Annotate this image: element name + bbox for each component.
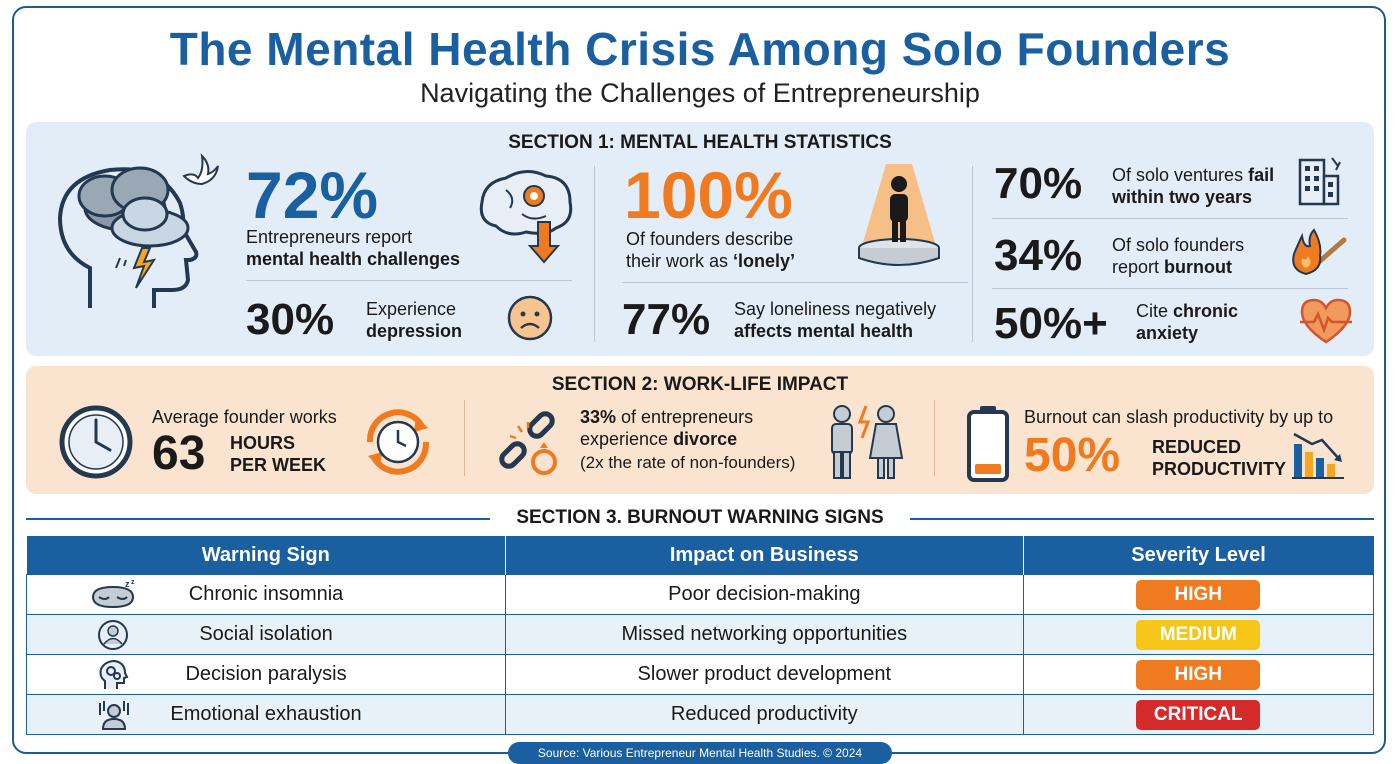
stat-77-line1: Say loneliness negatively xyxy=(734,299,937,319)
separated-couple-icon xyxy=(822,402,908,482)
table-header-row: Warning Sign Impact on Business Severity… xyxy=(26,536,1374,575)
warning-sign-text: Chronic insomnia xyxy=(188,583,344,605)
impact-cell: Slower product development xyxy=(505,654,1024,695)
severity-cell: MEDIUM xyxy=(1022,614,1374,655)
person-circle-icon xyxy=(97,619,129,651)
impact-cell: Missed networking opportunities xyxy=(505,614,1024,655)
stat-100-line2: their work as ‘lonely’ xyxy=(626,251,796,271)
isolated-person-spotlight-icon xyxy=(852,160,946,268)
divorce-line1: 33% of entrepreneurs xyxy=(580,407,754,427)
table-row: Social isolation Missed networking oppor… xyxy=(25,614,1374,655)
section-work-life-impact: SECTION 2: WORK-LIFE IMPACT Average foun… xyxy=(26,366,1374,494)
stat-72-line2: mental health challenges xyxy=(246,249,461,269)
page-title: The Mental Health Crisis Among Solo Foun… xyxy=(169,23,1231,75)
dove-icon xyxy=(180,150,222,190)
stat-77-value: 77% xyxy=(622,295,711,344)
section3-heading: SECTION 3. BURNOUT WARNING SIGNS xyxy=(516,507,884,528)
warning-sign-cell: Decision paralysis xyxy=(25,654,507,695)
page-subtitle: Navigating the Challenges of Entrepreneu… xyxy=(420,78,980,108)
heartbeat-icon xyxy=(1298,296,1354,346)
stat-77-line2: affects mental health xyxy=(734,321,914,341)
productivity-unit2: PRODUCTIVITY xyxy=(1152,459,1287,479)
section2-heading: SECTION 2: WORK-LIFE IMPACT xyxy=(551,374,849,395)
productivity-value: 50% xyxy=(1024,429,1121,482)
stat-100-value: 100% xyxy=(624,158,793,232)
stat-70-line2: within two years xyxy=(1112,187,1253,207)
head-gears-icon xyxy=(97,659,129,691)
head-storm-cloud-icon xyxy=(50,148,210,318)
crumbling-building-icon xyxy=(1296,154,1344,208)
clock-cycle-icon xyxy=(358,402,438,482)
table-row: Emotional exhaustion Reduced productivit… xyxy=(25,694,1374,735)
severity-cell: HIGH xyxy=(1022,654,1374,695)
severity-badge-high: HIGH xyxy=(1136,659,1261,690)
hours-intro: Average founder works xyxy=(152,407,337,427)
low-battery-icon xyxy=(966,404,1010,482)
stat-72-value: 72% xyxy=(246,158,379,232)
stat-70-value: 70% xyxy=(994,159,1083,208)
severity-badge-critical: CRITICAL xyxy=(1136,699,1261,730)
column-header-severity: Severity Level xyxy=(1023,536,1374,575)
stat-100-line1: Of founders describe xyxy=(626,229,794,249)
productivity-unit1: REDUCED xyxy=(1152,437,1242,457)
stat-34-line1: Of solo founders xyxy=(1112,235,1245,255)
hours-unit1: HOURS xyxy=(230,433,296,453)
warning-sign-text: Decision paralysis xyxy=(185,663,347,685)
warning-sign-cell: Social isolation xyxy=(25,614,507,655)
divorce-line3: (2x the rate of non-founders) xyxy=(580,453,796,472)
broken-chain-ring-icon xyxy=(494,402,568,480)
section1-heading: SECTION 1: MENTAL HEALTH STATISTICS xyxy=(508,132,892,153)
impact-cell: Poor decision-making xyxy=(505,574,1024,615)
stat-50-line2: anxiety xyxy=(1136,323,1199,343)
stat-50-value: 50%+ xyxy=(994,299,1108,348)
stat-70-line1: Of solo ventures fail xyxy=(1112,165,1275,185)
divorce-line2: experience divorce xyxy=(580,429,738,449)
exhausted-person-icon xyxy=(97,699,131,731)
severity-cell: CRITICAL xyxy=(1022,694,1374,735)
column-header-warning-sign: Warning Sign xyxy=(26,536,507,575)
warning-sign-text: Emotional exhaustion xyxy=(170,703,362,725)
hours-value: 63 xyxy=(152,427,206,480)
svg-text:z: z xyxy=(125,579,130,589)
brain-gear-icon xyxy=(476,166,576,264)
stat-34-value: 34% xyxy=(994,231,1083,280)
burning-match-icon xyxy=(1288,226,1348,278)
clock-icon xyxy=(58,404,134,480)
warning-sign-cell: Emotional exhaustion xyxy=(25,694,507,735)
stat-72-line1: Entrepreneurs report xyxy=(246,227,413,247)
section-mental-health-statistics: SECTION 1: MENTAL HEALTH STATISTICS 72% … xyxy=(26,122,1374,356)
column-header-impact: Impact on Business xyxy=(505,536,1024,575)
stat-30-line2: depression xyxy=(366,321,463,341)
severity-cell: HIGH xyxy=(1022,574,1374,615)
svg-text:z: z xyxy=(131,579,135,586)
severity-badge-medium: MEDIUM xyxy=(1136,619,1261,650)
productivity-intro: Burnout can slash productivity by up to xyxy=(1024,407,1334,427)
stat-34-line2: report burnout xyxy=(1112,257,1233,277)
table-row: Decision paralysis Slower product develo… xyxy=(25,654,1374,695)
stat-50-line1: Cite chronic xyxy=(1136,301,1239,321)
impact-cell: Reduced productivity xyxy=(505,694,1024,735)
hours-unit2: PER WEEK xyxy=(230,455,327,475)
stat-30-line1: Experience xyxy=(366,299,457,319)
source-footer: Source: Various Entrepreneur Mental Heal… xyxy=(508,742,892,764)
severity-badge-high: HIGH xyxy=(1136,579,1261,610)
warning-sign-text: Social isolation xyxy=(199,623,333,645)
declining-bar-chart-icon xyxy=(1290,430,1346,480)
sad-face-icon xyxy=(506,294,554,342)
stat-30-value: 30% xyxy=(246,295,335,344)
burnout-warning-signs-table: Warning Sign Impact on Business Severity… xyxy=(25,536,1374,735)
